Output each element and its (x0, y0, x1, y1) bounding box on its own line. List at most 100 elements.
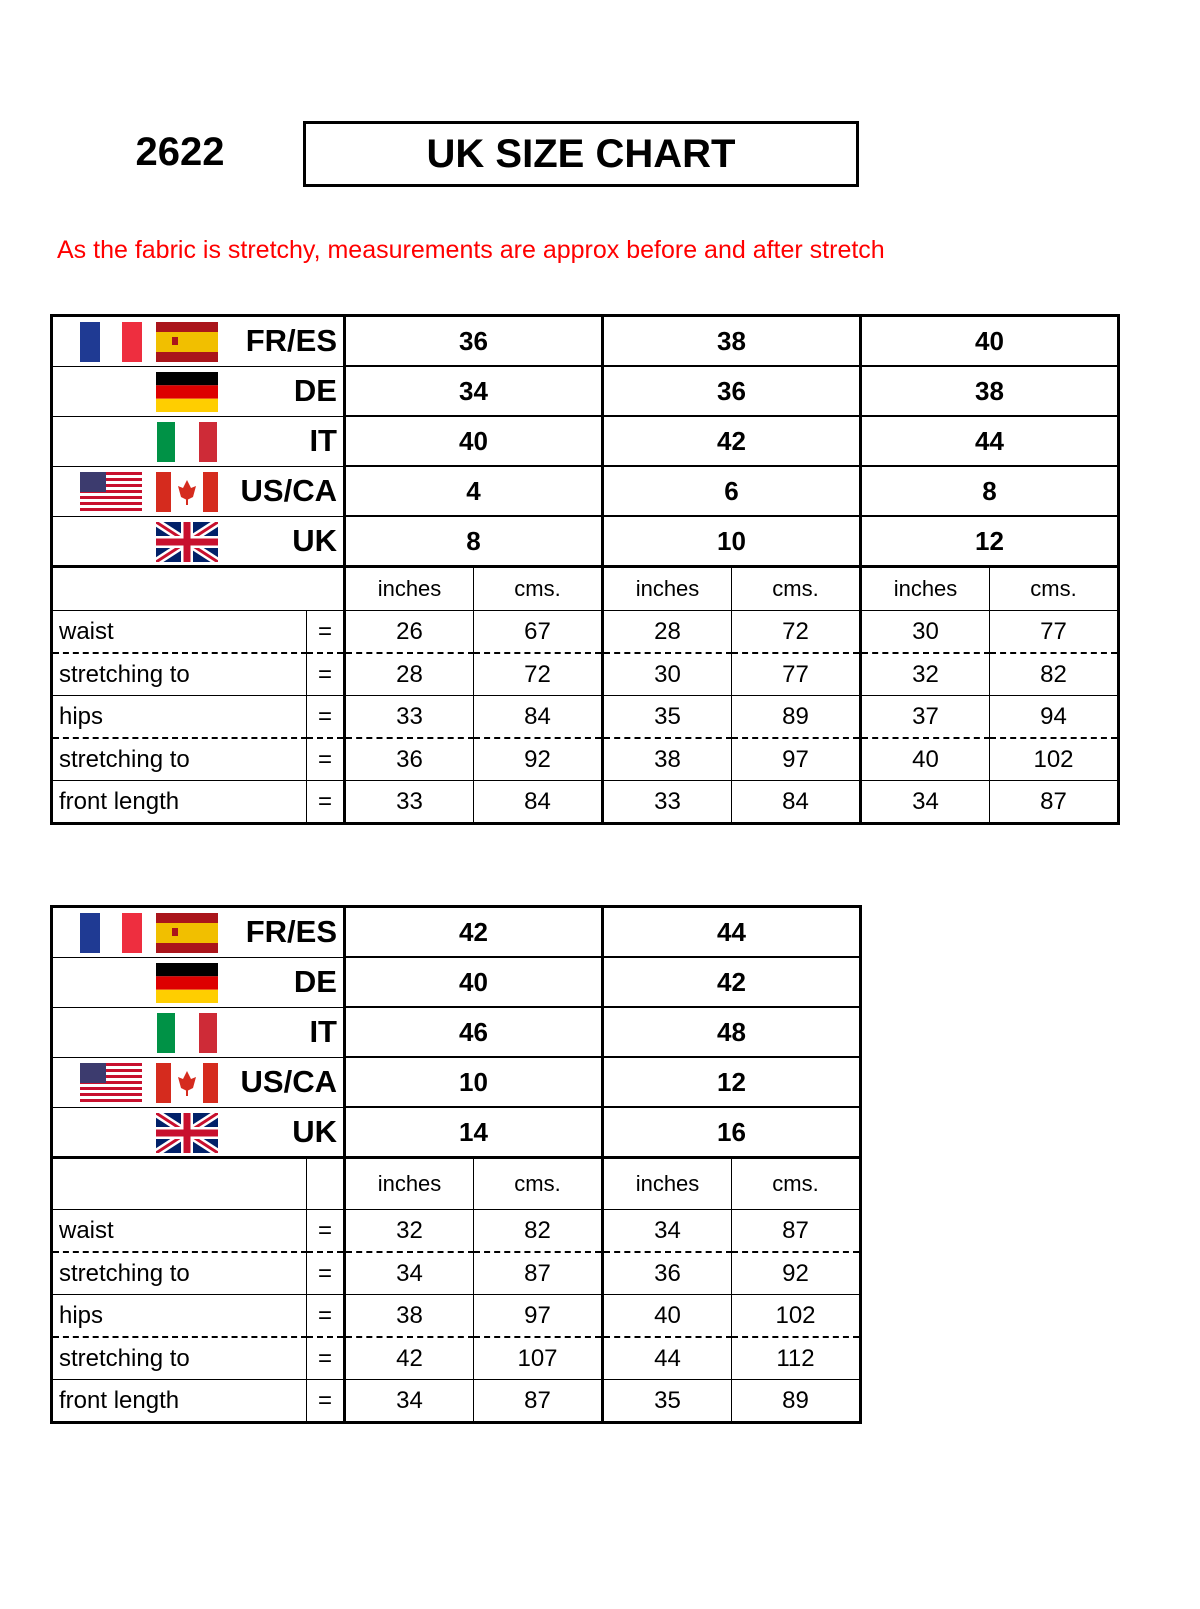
equals-sign: = (306, 737, 346, 781)
inches-value: 38 (602, 737, 732, 781)
system-label-cell: DE (51, 956, 346, 1008)
size-value: 4 (343, 465, 604, 517)
inches-value: 36 (344, 737, 474, 781)
inches-value: 34 (344, 1251, 474, 1295)
usa-flag-icon (80, 471, 142, 512)
measure-row: stretching to = 28 72 30 77 32 82 (51, 652, 1120, 696)
cms-value: 97 (731, 737, 862, 781)
equals-sign: = (306, 695, 346, 739)
equals-sign: = (306, 1336, 346, 1380)
inches-value: 34 (344, 1379, 474, 1423)
uk-flag-icon (156, 521, 218, 562)
inches-value: 32 (860, 652, 990, 696)
france-flag-icon (80, 913, 142, 953)
cms-value: 72 (473, 652, 604, 696)
unit-cms: cms. (473, 565, 604, 611)
inches-value: 33 (602, 780, 732, 824)
equals-sign: = (306, 610, 346, 654)
france-flag-icon (80, 322, 142, 362)
size-value: 34 (343, 365, 604, 417)
size-value: 12 (601, 1056, 862, 1108)
size-row-it: IT 46 48 (51, 1006, 862, 1058)
size-row-it: IT 40 42 44 (51, 415, 1120, 467)
measure-row: stretching to = 42 107 44 112 (51, 1336, 862, 1380)
system-label-cell: US/CA (51, 1056, 346, 1108)
italy-flag-icon (157, 421, 217, 462)
units-row: inches cms. inches cms. (51, 1156, 862, 1210)
size-value: 42 (601, 415, 862, 467)
system-label-cell: US/CA (51, 465, 346, 517)
measure-label: stretching to (51, 652, 307, 696)
measure-row: front length = 33 84 33 84 34 87 (51, 780, 1120, 824)
size-value: 36 (343, 314, 604, 367)
inches-value: 35 (602, 695, 732, 739)
cms-value: 102 (731, 1294, 862, 1338)
size-value: 8 (859, 465, 1120, 517)
size-value: 44 (859, 415, 1120, 467)
system-label: IT (309, 1014, 337, 1049)
inches-value: 34 (860, 780, 990, 824)
inches-value: 28 (602, 610, 732, 654)
cms-value: 87 (473, 1251, 604, 1295)
size-row-uk: UK 8 10 12 (51, 515, 1120, 567)
system-label-cell: UK (51, 1106, 346, 1158)
system-label: UK (292, 522, 337, 558)
size-value: 8 (343, 515, 604, 567)
size-value: 10 (343, 1056, 604, 1108)
inches-value: 28 (344, 652, 474, 696)
unit-cms: cms. (731, 1156, 862, 1210)
cms-value: 87 (989, 780, 1120, 824)
measure-label: front length (51, 780, 307, 824)
spain-flag-icon (156, 322, 218, 362)
size-row-de: DE 34 36 38 (51, 365, 1120, 417)
system-label-cell: UK (51, 515, 346, 567)
measure-label: front length (51, 1379, 307, 1423)
measure-label: waist (51, 610, 307, 654)
inches-value: 38 (344, 1294, 474, 1338)
equals-sign: = (306, 1379, 346, 1423)
size-row-uk: UK 14 16 (51, 1106, 862, 1158)
measure-label: hips (51, 695, 307, 739)
size-row-us-ca: US/CA 4 6 8 (51, 465, 1120, 517)
cms-value: 102 (989, 737, 1120, 781)
unit-inches: inches (602, 1156, 732, 1210)
cms-value: 72 (731, 610, 862, 654)
cms-value: 87 (731, 1209, 862, 1253)
uk-flag-icon (156, 1112, 218, 1153)
inches-value: 32 (344, 1209, 474, 1253)
equals-sign: = (306, 652, 346, 696)
measure-row: front length = 34 87 35 89 (51, 1379, 862, 1423)
measure-label: waist (51, 1209, 307, 1253)
size-value: 40 (859, 314, 1120, 367)
cms-value: 84 (473, 780, 604, 824)
inches-value: 26 (344, 610, 474, 654)
measure-label: stretching to (51, 1251, 307, 1295)
size-value: 38 (601, 314, 862, 367)
cms-value: 112 (731, 1336, 862, 1380)
equals-sign: = (306, 1294, 346, 1338)
system-label: FR/ES (245, 914, 337, 950)
unit-inches: inches (344, 565, 474, 611)
size-value: 38 (859, 365, 1120, 417)
inches-value: 30 (602, 652, 732, 696)
size-value: 46 (343, 1006, 604, 1058)
unit-cms: cms. (731, 565, 862, 611)
cms-value: 107 (473, 1336, 604, 1380)
system-label-cell: FR/ES (51, 315, 346, 367)
size-row-fr-es: FR/ES 42 44 (51, 905, 862, 958)
size-value: 12 (859, 515, 1120, 567)
cms-value: 87 (473, 1379, 604, 1423)
inches-value: 42 (344, 1336, 474, 1380)
units-row: inches cms. inches cms. inches cms. (51, 565, 1120, 611)
system-label: FR/ES (245, 323, 337, 359)
measure-row: waist = 32 82 34 87 (51, 1209, 862, 1253)
inches-value: 44 (602, 1336, 732, 1380)
empty-cell (306, 1156, 346, 1210)
inches-value: 37 (860, 695, 990, 739)
measure-label: stretching to (51, 737, 307, 781)
unit-inches: inches (860, 565, 990, 611)
size-value: 14 (343, 1106, 604, 1158)
system-label: US/CA (240, 473, 337, 508)
size-value: 40 (343, 956, 604, 1008)
system-label-cell: IT (51, 415, 346, 467)
